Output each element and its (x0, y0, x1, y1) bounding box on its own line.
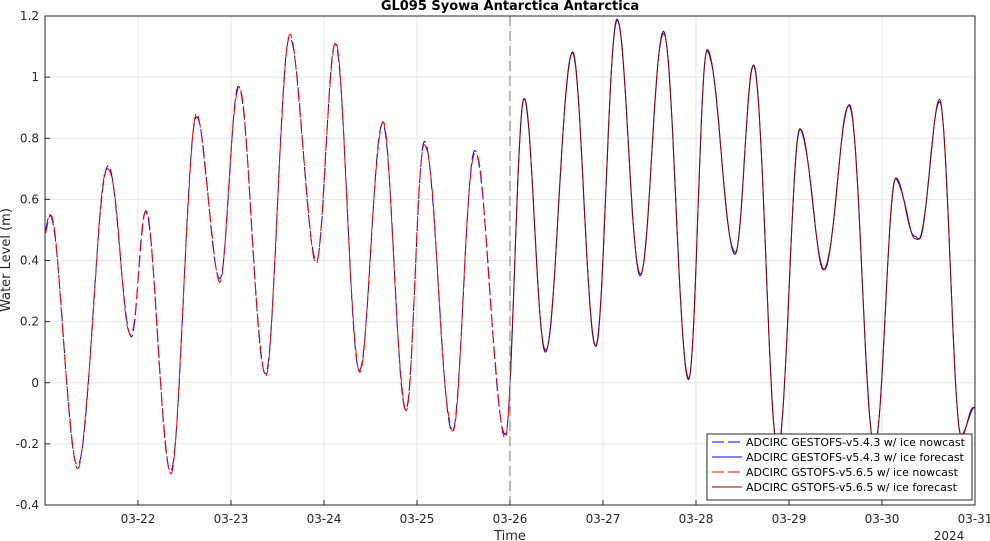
y-tick-label: 0.6 (20, 192, 39, 206)
x-tick-label: 03-28 (679, 512, 714, 526)
series-line-3 (44, 33, 511, 475)
y-tick-label: 0.2 (20, 315, 39, 329)
y-tick-label: 0.4 (20, 254, 39, 268)
x-tick-label: 03-29 (772, 512, 807, 526)
x-tick-label: 03-30 (865, 512, 900, 526)
legend: ADCIRC GESTOFS-v5.4.3 w/ ice nowcast ADCI… (706, 433, 973, 501)
x-axis-label: Time (493, 529, 526, 541)
legend-label: ADCIRC GESTOFS-v5.4.3 w/ ice nowcast (746, 436, 966, 449)
legend-label: ADCIRC GSTOFS-v5.6.5 w/ ice forecast (746, 481, 958, 494)
x-axis-year: 2024 (934, 529, 965, 541)
y-tick-label: -0.2 (16, 437, 39, 451)
y-tick-label: 1 (31, 70, 39, 84)
series-layer (44, 18, 976, 475)
y-tick-label: 0.8 (20, 131, 39, 145)
y-tick-label: 0 (31, 376, 39, 390)
series-line-4 (509, 20, 976, 450)
x-tick-label: 03-24 (307, 512, 342, 526)
legend-box (706, 433, 973, 501)
x-tick-label: 03-22 (121, 512, 156, 526)
y-axis-label: Water Level (m) (0, 208, 14, 312)
chart-title: GL095 Syowa Antarctica Antarctica (381, 0, 639, 14)
y-tick-label: 1.2 (20, 9, 39, 23)
y-tick-label: -0.4 (16, 498, 39, 512)
legend-label: ADCIRC GESTOFS-v5.4.3 w/ ice forecast (746, 451, 965, 464)
axis-ticks: -0.4 -0.2 0 0.2 0.4 0.6 0.8 1 1.2 03-22 03-23 03-24… (16, 9, 990, 526)
legend-label: ADCIRC GSTOFS-v5.6.5 w/ ice nowcast (746, 466, 959, 479)
x-tick-label: 03-23 (214, 512, 249, 526)
x-tick-label: 03-26 (493, 512, 528, 526)
x-tick-label: 03-27 (586, 512, 621, 526)
x-tick-label: 03-31 (958, 512, 990, 526)
x-tick-label: 03-25 (400, 512, 435, 526)
